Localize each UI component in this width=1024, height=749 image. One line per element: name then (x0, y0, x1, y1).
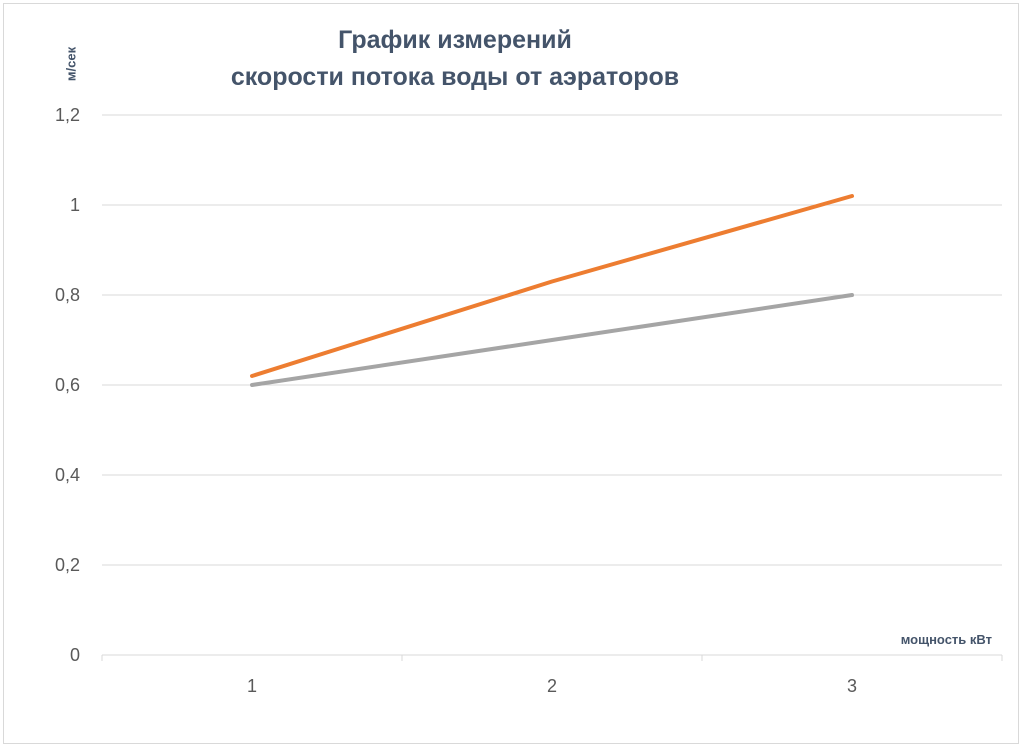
x-tick-label: 2 (547, 676, 557, 696)
series-line-1 (250, 194, 854, 378)
y-tick-label: 0,6 (55, 375, 80, 395)
y-tick-label: 0,8 (55, 285, 80, 305)
chart-title-line-1: График измерений (338, 26, 572, 54)
y-axis-title: м/сек (63, 46, 78, 81)
x-tick-label: 1 (247, 676, 257, 696)
y-tick-label: 0,4 (55, 465, 80, 485)
x-axis (101, 654, 1003, 661)
chart-title: График измерений скорости потока воды от… (180, 22, 730, 96)
y-axis-ticks: 0 0,2 0,4 0,6 0,8 1 1,2 (55, 105, 80, 665)
x-axis-title: мощность кВт (901, 632, 992, 647)
series-lines (250, 194, 854, 387)
y-tick-label: 0,2 (55, 555, 80, 575)
y-tick-label: 1,2 (55, 105, 80, 125)
chart-frame (3, 3, 1019, 744)
chart-title-line-2: скорости потока воды от аэраторов (230, 63, 680, 91)
series-line-2 (250, 293, 854, 387)
x-tick-label: 3 (847, 676, 857, 696)
y-tick-label: 1 (70, 195, 80, 215)
x-axis-ticks: 1 2 3 (247, 676, 857, 696)
y-tick-label: 0 (70, 645, 80, 665)
